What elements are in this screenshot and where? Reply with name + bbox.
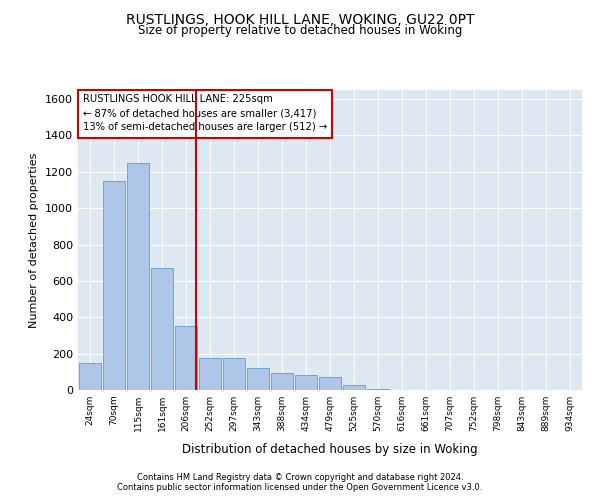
Bar xyxy=(199,358,221,390)
Bar xyxy=(247,368,269,390)
Text: RUSTLINGS HOOK HILL LANE: 225sqm
← 87% of detached houses are smaller (3,417)
13: RUSTLINGS HOOK HILL LANE: 225sqm ← 87% o… xyxy=(83,94,327,132)
Bar xyxy=(295,374,317,390)
Bar xyxy=(175,326,197,390)
Text: Contains public sector information licensed under the Open Government Licence v3: Contains public sector information licen… xyxy=(118,482,482,492)
Bar xyxy=(127,162,149,390)
Bar xyxy=(367,389,389,390)
Bar xyxy=(103,181,125,390)
Text: Size of property relative to detached houses in Woking: Size of property relative to detached ho… xyxy=(138,24,462,37)
Bar xyxy=(271,372,293,390)
Bar xyxy=(343,384,365,390)
Text: Contains HM Land Registry data © Crown copyright and database right 2024.: Contains HM Land Registry data © Crown c… xyxy=(137,472,463,482)
Bar xyxy=(151,268,173,390)
Bar xyxy=(319,378,341,390)
Text: RUSTLINGS, HOOK HILL LANE, WOKING, GU22 0PT: RUSTLINGS, HOOK HILL LANE, WOKING, GU22 … xyxy=(126,12,474,26)
Y-axis label: Number of detached properties: Number of detached properties xyxy=(29,152,40,328)
Bar xyxy=(223,358,245,390)
Bar xyxy=(79,362,101,390)
Text: Distribution of detached houses by size in Woking: Distribution of detached houses by size … xyxy=(182,442,478,456)
